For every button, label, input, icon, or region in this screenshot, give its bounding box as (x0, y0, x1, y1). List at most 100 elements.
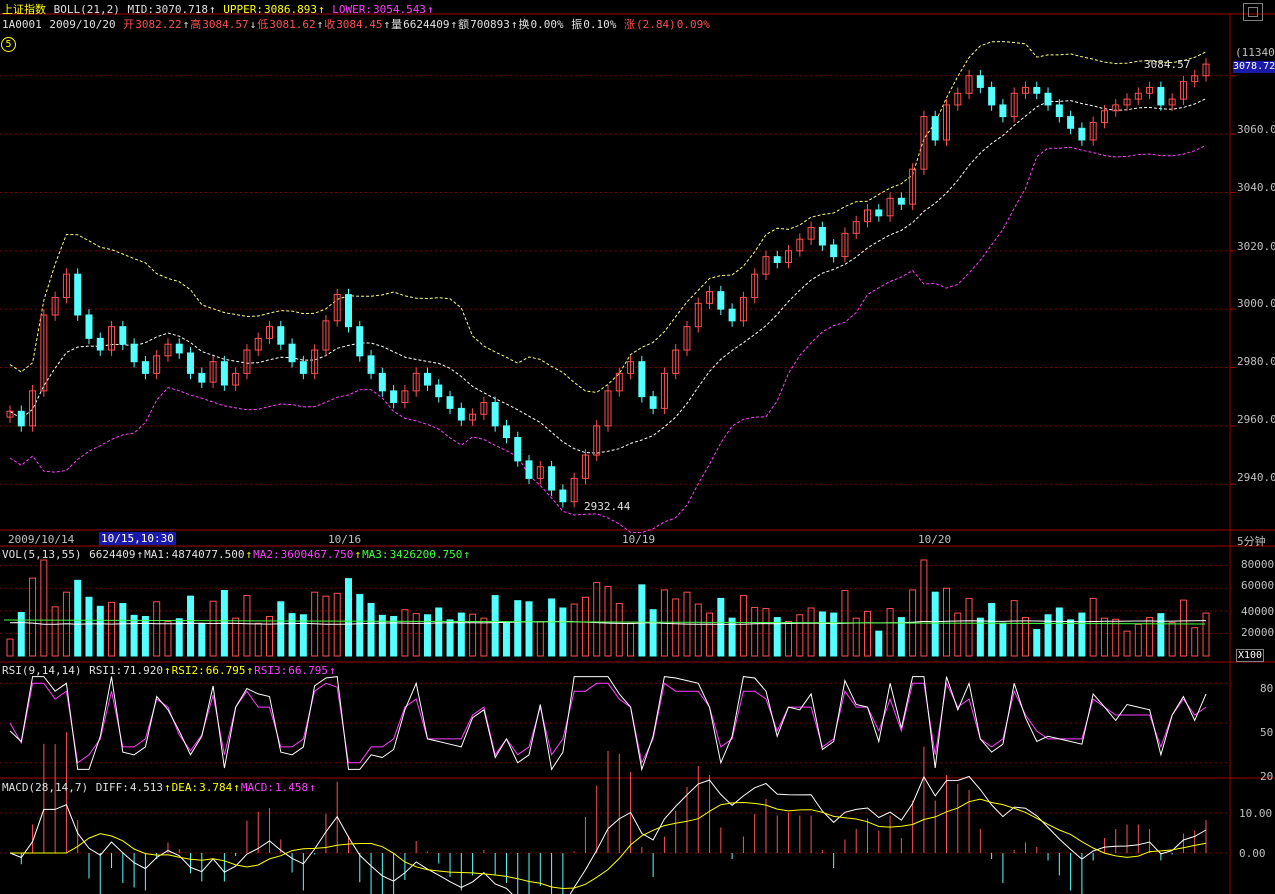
volume-bar (728, 617, 736, 657)
price-tick: 3060.00 (1237, 123, 1275, 136)
volume-bar (1021, 617, 1029, 657)
volume-bar (288, 613, 296, 657)
rsi1-value: 71.920 (123, 664, 163, 677)
volume-bar (446, 619, 454, 657)
close-value: 3084.45 (336, 18, 383, 31)
date-label: 10/20 (918, 533, 952, 546)
lower-label: LOWER: (332, 3, 372, 16)
up-arrow-icon: ↑ (316, 18, 324, 31)
macd-tick: 10.00 (1239, 807, 1273, 820)
volume-bar (96, 605, 104, 657)
amount-value: 700893 (470, 18, 510, 31)
upper-label: UPPER: (223, 3, 263, 16)
candle-body (108, 326, 116, 351)
period-circle-icon[interactable]: 5 (1, 37, 16, 52)
up-arrow-icon: ↑ (426, 3, 434, 16)
candle-body (322, 320, 330, 351)
volume-bar (1191, 627, 1199, 657)
vol-ma1-line (9, 620, 1207, 625)
macd-value: 1.458 (274, 781, 309, 794)
volume-bar (412, 613, 420, 657)
volume-bar (942, 587, 950, 657)
candle-body (119, 326, 127, 345)
candle-body (728, 308, 736, 322)
boll-header: 上证指数 BOLL(21,2) MID:3070.718↑ UPPER:3086… (2, 3, 435, 16)
volume-bar (548, 598, 556, 657)
candle-body (1078, 127, 1086, 141)
volume-bar (897, 617, 905, 657)
volume-bar (51, 606, 59, 657)
candle-body (785, 250, 793, 263)
candle-body (864, 209, 872, 223)
candle-body (187, 352, 195, 374)
lower-value: 3054.543 (372, 3, 426, 16)
up-arrow-icon: ↑ (309, 781, 316, 794)
volume-bar (706, 612, 714, 657)
candle-body (739, 297, 747, 322)
volume-bar (6, 638, 14, 657)
candle-body (841, 232, 849, 258)
volume-bar (886, 608, 894, 657)
volume-bar (864, 610, 872, 657)
rsi3-label: RSI3: (254, 664, 288, 677)
close-label: 收 (324, 18, 336, 31)
rsi-tick: 50 (1260, 726, 1274, 739)
candle-body (6, 410, 14, 418)
candle-body (17, 410, 25, 427)
volume-bar (187, 595, 195, 657)
candle-body (536, 466, 544, 479)
candle-body (311, 349, 319, 374)
volume-bar (627, 622, 635, 657)
candle-body (920, 116, 928, 170)
rsi-tick: 20 (1260, 770, 1274, 783)
up-arrow-icon: ↑ (245, 548, 253, 561)
volume-bar (108, 601, 116, 657)
volume-bar (164, 621, 172, 657)
volume-unit: X100 (1236, 649, 1265, 662)
rsi1-line (9, 676, 1207, 772)
diff-label: DIFF: (95, 781, 129, 794)
selected-date-label[interactable]: 10/15,10:30 (99, 532, 176, 545)
candle-body (96, 337, 104, 351)
candle-body (1021, 86, 1029, 94)
candle-body (40, 314, 48, 392)
volume-bar (119, 602, 127, 657)
volume-bar (570, 603, 578, 657)
volume-bar (999, 622, 1007, 657)
high-label: 高 (190, 18, 202, 31)
volume-tick: 20000 (1241, 626, 1275, 639)
vol-name: VOL(5,13,55) (2, 548, 82, 561)
turnover-label: 换 (518, 18, 530, 31)
diff-value: 4.513 (129, 781, 163, 794)
ma3-label: MA3: (362, 548, 389, 561)
candle-body (694, 302, 702, 328)
open-label: 开 (123, 18, 135, 31)
candle-body (378, 372, 386, 392)
volume-bar (593, 582, 601, 657)
volume-bar (830, 612, 838, 657)
up-arrow-icon: ↑ (450, 18, 458, 31)
top-count: (11340) (1235, 46, 1275, 59)
candle-body (818, 226, 826, 246)
volume-bar (751, 606, 759, 657)
candle-body (886, 197, 894, 217)
candle-body (266, 326, 274, 339)
volume-bar (976, 617, 984, 657)
candle-body (875, 209, 883, 217)
candle-body (751, 273, 759, 299)
macd-diff-line (9, 775, 1207, 894)
candle-body (1044, 92, 1052, 106)
index-code: 1A0001 (2, 18, 42, 31)
volume-bar (536, 621, 544, 657)
volume-bar (1044, 614, 1052, 657)
up-arrow-icon: ↑ (233, 781, 240, 794)
price-tick: 3020.00 (1237, 240, 1275, 253)
volume-bar (717, 597, 725, 657)
period-label[interactable]: 5分钟 (1237, 535, 1266, 548)
window-restore-icon[interactable] (1243, 3, 1263, 21)
volume-bar (785, 621, 793, 657)
candle-body (390, 390, 398, 404)
candle-body (29, 390, 37, 427)
candle-body (706, 291, 714, 304)
candle-body (51, 297, 59, 316)
